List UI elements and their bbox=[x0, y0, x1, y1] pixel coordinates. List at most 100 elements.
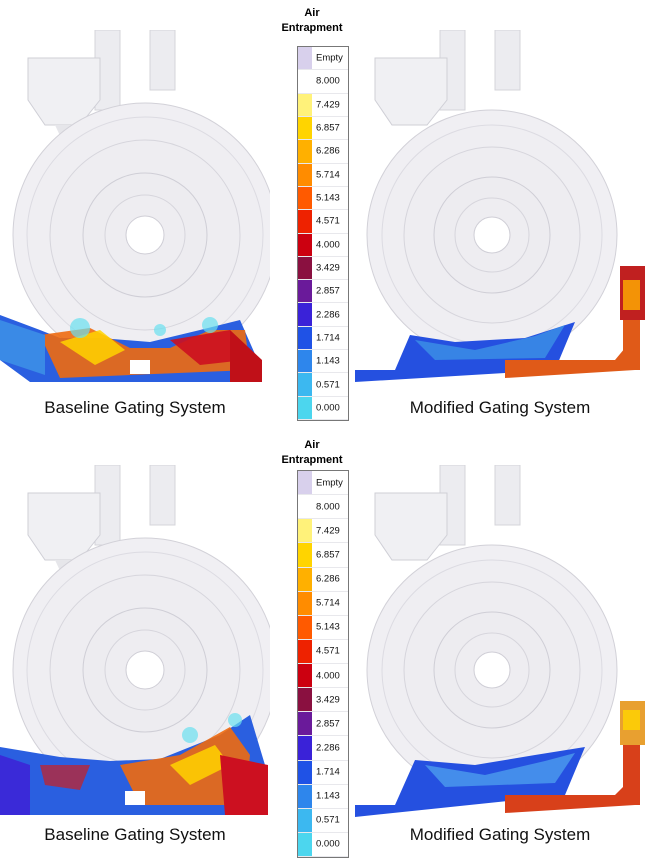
top-modified-panel: Modified Gating System bbox=[355, 30, 645, 417]
modified-casting-render-top bbox=[355, 30, 645, 382]
legend-label: 6.286 bbox=[316, 573, 340, 585]
legend-label: 0.000 bbox=[316, 838, 340, 850]
legend-label: 1.714 bbox=[316, 332, 340, 344]
legend-entry: Empty bbox=[298, 471, 348, 496]
legend-swatch bbox=[298, 256, 312, 280]
legend-swatch bbox=[298, 712, 312, 736]
legend-entry: 6.857 bbox=[298, 543, 348, 568]
legend-entry: 5.714 bbox=[298, 163, 348, 187]
legend-swatch bbox=[298, 47, 312, 70]
legend-label: 6.857 bbox=[316, 549, 340, 561]
legend-label: 1.143 bbox=[316, 790, 340, 802]
legend-swatch bbox=[298, 471, 312, 495]
legend-swatch bbox=[298, 808, 312, 832]
legend-swatch bbox=[298, 688, 312, 712]
legend-entry: 3.429 bbox=[298, 688, 348, 713]
legend-entry: 7.429 bbox=[298, 519, 348, 544]
legend-entry: 2.286 bbox=[298, 303, 348, 327]
legend-label: Empty bbox=[316, 52, 343, 64]
legend-entry: 1.143 bbox=[298, 784, 348, 809]
legend-title-line1: Air bbox=[304, 7, 320, 19]
legend-entry: 0.571 bbox=[298, 373, 348, 397]
legend-title-line2: Entrapment bbox=[281, 22, 343, 34]
caption-top-left: Baseline Gating System bbox=[44, 398, 226, 417]
caption-top-right: Modified Gating System bbox=[409, 398, 591, 417]
legend-entry: 4.571 bbox=[298, 210, 348, 234]
legend-swatch bbox=[298, 233, 312, 256]
legend-entry: 0.000 bbox=[298, 832, 348, 857]
legend-swatch bbox=[298, 163, 312, 186]
legend-label: 8.000 bbox=[316, 501, 340, 513]
legend-entry: 4.000 bbox=[298, 664, 348, 689]
legend-swatch bbox=[298, 784, 312, 808]
baseline-casting-render-bottom bbox=[0, 465, 270, 815]
legend-entry: 1.143 bbox=[298, 350, 348, 374]
legend-entry: 2.857 bbox=[298, 712, 348, 737]
legend-entry: 5.714 bbox=[298, 591, 348, 616]
legend-entry: 4.000 bbox=[298, 233, 348, 257]
legend-label: 1.143 bbox=[316, 355, 340, 367]
legend-swatch bbox=[298, 736, 312, 760]
legend-entry: 0.000 bbox=[298, 396, 348, 420]
legend-swatch bbox=[298, 495, 312, 519]
legend-label: 2.857 bbox=[316, 718, 340, 730]
legend-swatch bbox=[298, 396, 312, 419]
legend-label: 7.429 bbox=[316, 525, 340, 537]
bottom-modified-panel: Modified Gating System bbox=[355, 465, 645, 844]
legend-label: 2.286 bbox=[316, 742, 340, 754]
legend-swatch bbox=[298, 140, 312, 163]
legend-title-line1-bottom: Air bbox=[304, 439, 320, 451]
caption-bottom-right: Modified Gating System bbox=[409, 825, 591, 844]
legend-label: 4.000 bbox=[316, 239, 340, 251]
legend-entry: 2.857 bbox=[298, 280, 348, 304]
legend-title-line2-bottom: Entrapment bbox=[281, 454, 343, 466]
legend-label: 8.000 bbox=[316, 75, 340, 87]
legend-swatch bbox=[298, 832, 312, 856]
legend-swatch bbox=[298, 350, 312, 373]
legend-label: 1.714 bbox=[316, 766, 340, 778]
legend-entry: 4.571 bbox=[298, 639, 348, 664]
legend-label: 0.000 bbox=[316, 402, 340, 414]
top-baseline-panel: Baseline Gating System bbox=[0, 30, 270, 417]
legend-label: 6.286 bbox=[316, 145, 340, 157]
legend-entry: Empty bbox=[298, 47, 348, 71]
legend-label: 2.286 bbox=[316, 309, 340, 321]
legend-swatch bbox=[298, 93, 312, 116]
legend-entry: 7.429 bbox=[298, 93, 348, 117]
legend-entry: 1.714 bbox=[298, 326, 348, 351]
legend-label: 2.857 bbox=[316, 285, 340, 297]
legend-entry: 8.000 bbox=[298, 495, 348, 520]
legend-label: 4.571 bbox=[316, 645, 340, 657]
caption-bottom-left: Baseline Gating System bbox=[44, 825, 226, 844]
legend-swatch bbox=[298, 760, 312, 784]
legend-label: 5.714 bbox=[316, 597, 340, 609]
legend-swatch bbox=[298, 373, 312, 396]
legend-label: 3.429 bbox=[316, 262, 340, 274]
legend-entry: 6.857 bbox=[298, 116, 348, 141]
legend-swatch bbox=[298, 210, 312, 233]
legend-swatch bbox=[298, 303, 312, 326]
legend-swatch bbox=[298, 519, 312, 543]
legend-entry: 1.714 bbox=[298, 760, 348, 785]
legend-label: 6.857 bbox=[316, 122, 340, 134]
legend-label: 7.429 bbox=[316, 99, 340, 111]
legend-colorbar-bottom: Empty 8.000 7.429 6.857 6.286 5.714 5.143 4.571… bbox=[297, 470, 349, 858]
legend-entry: 5.143 bbox=[298, 615, 348, 640]
legend-rows-bottom: Empty 8.000 7.429 6.857 6.286 5.714 5.143 4.571… bbox=[298, 471, 348, 857]
legend-label: 5.714 bbox=[316, 169, 340, 181]
legend-swatch bbox=[298, 116, 312, 140]
legend-label: 0.571 bbox=[316, 379, 340, 391]
legend-swatch bbox=[298, 280, 312, 303]
legend-swatch bbox=[298, 543, 312, 567]
legend-swatch bbox=[298, 615, 312, 639]
legend-bottom: Air Entrapment Empty 8.000 7.429 6.857 6.286… bbox=[275, 432, 349, 858]
legend-entry: 3.429 bbox=[298, 256, 348, 281]
legend-label: 5.143 bbox=[316, 192, 340, 204]
legend-entry: 8.000 bbox=[298, 70, 348, 94]
legend-swatch bbox=[298, 70, 312, 93]
legend-label: 3.429 bbox=[316, 694, 340, 706]
legend-label: 4.000 bbox=[316, 670, 340, 682]
modified-casting-render-bottom bbox=[355, 465, 645, 817]
legend-entry: 2.286 bbox=[298, 736, 348, 761]
legend-swatch bbox=[298, 639, 312, 663]
